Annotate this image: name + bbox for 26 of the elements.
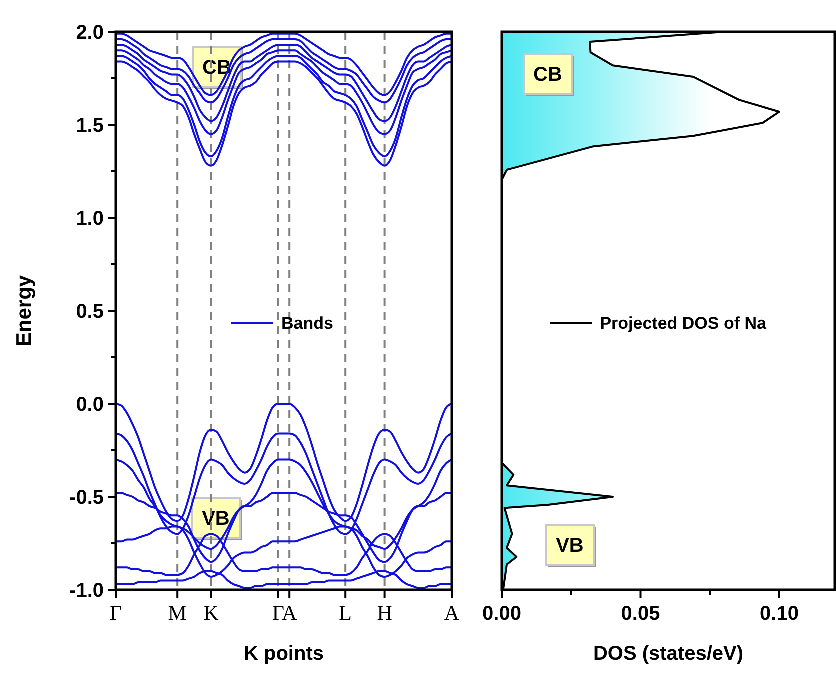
x-tick-label: 0.10 [760,603,799,625]
x-tick-label: A [282,601,298,625]
y-axis-title: Energy [13,275,36,347]
y-tick-label: 0.0 [76,394,104,416]
y-tick-label: 1.5 [76,115,104,137]
legend-label: Projected DOS of Na [600,314,767,333]
x-axis-title: K points [244,643,324,665]
x-tick-label: 0.05 [621,603,660,625]
x-tick-label: L [339,601,352,625]
x-tick-label: Γ [272,601,284,625]
annotation: CB [534,64,562,86]
x-tick-label: A [444,601,460,625]
annotation: VB [556,535,584,557]
x-tick-label: K [204,601,219,625]
x-tick-label: Γ [110,601,122,625]
legend-label: Bands [282,314,334,333]
x-axis-title: DOS (states/eV) [593,643,744,665]
y-tick-label: -1.0 [70,580,104,602]
x-tick-label: M [168,601,188,625]
x-tick-label: 0.00 [482,603,522,625]
y-tick-label: 0.5 [76,301,104,323]
annotation: VB [202,508,230,530]
y-tick-label: -0.5 [70,487,104,509]
y-tick-label: 1.0 [76,208,104,230]
y-tick-label: 2.0 [76,22,104,44]
x-tick-label: H [377,601,392,625]
